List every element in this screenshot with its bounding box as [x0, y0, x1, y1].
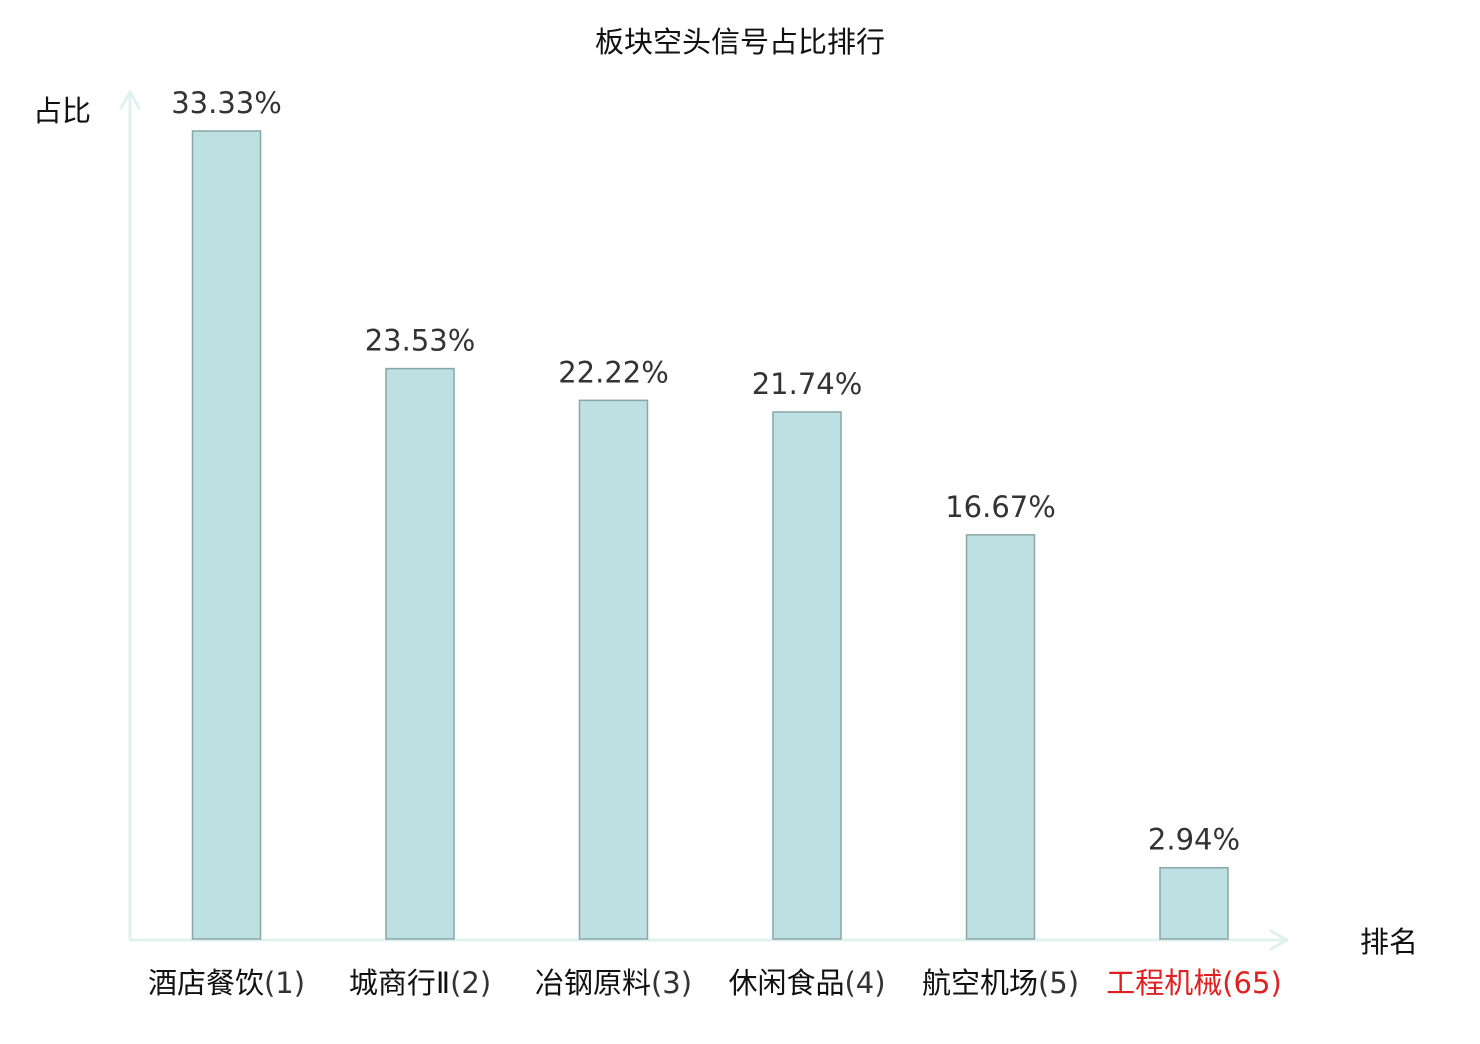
value-label: 21.74%	[752, 367, 863, 401]
bar	[385, 367, 455, 940]
y-axis-arrow	[119, 90, 141, 110]
bar	[965, 534, 1036, 940]
category-label: 休闲食品(4)	[728, 966, 885, 1000]
category-name: 工程机械	[1106, 966, 1222, 1000]
x-axis-arrow	[1269, 929, 1289, 951]
value-label: 16.67%	[945, 490, 1056, 524]
bars-group	[191, 130, 1229, 940]
category-labels-group: 酒店餐饮(1) 城商行Ⅱ(2) 冶钢原料(3) 休闲食品(4) 航空机场(5) 工程机械(…	[148, 966, 1282, 1000]
category-label: 酒店餐饮(1)	[148, 966, 305, 1000]
bar	[191, 130, 262, 940]
category-name: 城商行Ⅱ	[349, 966, 450, 1000]
chart-title: 板块空头信号占比排行	[595, 25, 885, 59]
category-name: 航空机场	[922, 966, 1038, 1000]
value-label: 23.53%	[365, 324, 476, 358]
category-rank: (5)	[1038, 966, 1079, 1000]
category-label: 城商行Ⅱ(2)	[349, 966, 491, 1000]
axes	[119, 90, 1289, 951]
category-name: 酒店餐饮	[148, 966, 264, 1000]
value-labels-group: 33.33% 23.53% 22.22% 21.74% 16.67% 2.94%	[171, 86, 1240, 857]
value-label: 2.94%	[1148, 823, 1240, 857]
category-label: 航空机场(5)	[922, 966, 1079, 1000]
bar	[578, 399, 649, 940]
category-label: 工程机械(65)	[1106, 966, 1282, 1000]
bar	[1159, 866, 1229, 940]
category-name: 冶钢原料	[535, 966, 651, 1000]
bar	[772, 411, 842, 940]
y-axis-label: 占比	[33, 94, 91, 128]
category-rank: (3)	[651, 966, 692, 1000]
category-rank: (65)	[1222, 966, 1282, 1000]
category-name: 休闲食品	[728, 966, 844, 1000]
value-label: 33.33%	[171, 86, 282, 120]
category-label: 冶钢原料(3)	[535, 966, 692, 1000]
x-axis-label: 排名	[1360, 925, 1418, 959]
value-label: 22.22%	[558, 355, 669, 389]
category-rank: (1)	[264, 966, 305, 1000]
category-rank: (4)	[844, 966, 885, 1000]
category-rank: (2)	[450, 966, 491, 1000]
